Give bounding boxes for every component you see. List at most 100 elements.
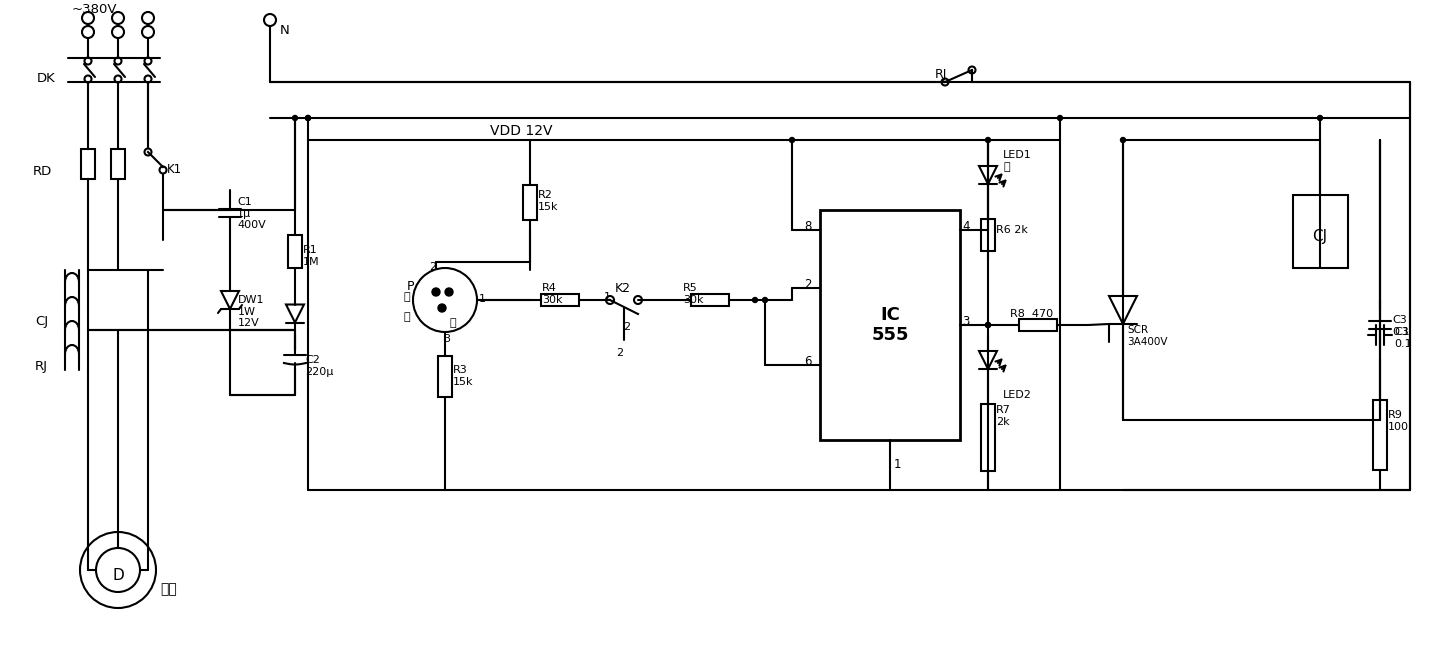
Text: 中: 中 [449,318,457,328]
Circle shape [82,26,93,38]
Text: 红: 红 [1002,162,1010,172]
Polygon shape [221,291,238,309]
Bar [981,219,995,251]
Text: R1
1M: R1 1M [303,245,320,267]
Text: R6 2k: R6 2k [997,225,1028,235]
Text: K1: K1 [167,163,182,176]
Polygon shape [286,305,304,323]
Circle shape [264,14,276,26]
Circle shape [1120,137,1126,143]
Bar [981,404,995,471]
Text: R9
100: R9 100 [1389,410,1409,432]
Circle shape [635,296,642,304]
Text: DW1
1W
12V: DW1 1W 12V [238,295,264,328]
Text: 1: 1 [605,292,610,302]
Text: R7
2k: R7 2k [997,405,1011,427]
Circle shape [752,297,758,303]
Text: SCR
3A400V: SCR 3A400V [1127,325,1167,347]
Bar [523,185,537,220]
Text: LED1: LED1 [1002,150,1031,160]
Text: 水泵: 水泵 [159,582,177,596]
Text: C1
1μ
400V: C1 1μ 400V [237,197,266,230]
Circle shape [85,75,92,83]
Circle shape [115,75,122,83]
Polygon shape [979,166,997,184]
Bar [1292,195,1347,268]
Text: IC
555: IC 555 [872,305,909,344]
Polygon shape [979,351,997,369]
Text: 低: 低 [404,312,409,322]
Circle shape [80,532,157,608]
Text: 2: 2 [616,348,623,358]
Text: DK: DK [36,72,55,85]
Circle shape [293,115,297,121]
Circle shape [306,115,310,121]
Circle shape [985,323,991,327]
Text: RJ: RJ [34,360,47,373]
Circle shape [1057,115,1063,121]
Text: C3
0.1: C3 0.1 [1391,315,1410,337]
Text: P: P [406,280,415,293]
Circle shape [414,268,477,332]
Text: 2: 2 [804,278,811,291]
Bar [541,294,579,306]
Bar [691,294,729,306]
Circle shape [763,297,767,303]
Text: RJ: RJ [935,68,948,81]
Text: 8: 8 [804,220,811,233]
Text: 4: 4 [962,220,969,233]
Circle shape [306,115,310,121]
Text: K2: K2 [615,282,630,295]
Bar [289,235,302,268]
Text: 3: 3 [962,315,969,328]
Text: D: D [112,568,123,584]
Bar [1373,400,1387,470]
Circle shape [145,57,152,65]
Text: R8  470: R8 470 [1010,309,1053,319]
Text: VDD 12V: VDD 12V [490,124,553,138]
Circle shape [1317,115,1323,121]
Circle shape [432,288,439,296]
Text: 3: 3 [442,334,449,344]
Circle shape [145,149,152,155]
Circle shape [790,137,794,143]
Circle shape [606,296,615,304]
Circle shape [145,75,152,83]
Text: RD: RD [33,165,52,178]
Circle shape [85,57,92,65]
Text: C2
220μ: C2 220μ [304,355,333,377]
Circle shape [82,12,93,24]
Bar [820,210,961,440]
Text: 1: 1 [895,458,902,471]
Bar [111,149,125,179]
Text: N: N [280,24,290,37]
Text: 6: 6 [804,355,811,368]
Text: LED2: LED2 [1002,390,1032,400]
Polygon shape [1109,296,1137,324]
Text: CJ: CJ [34,315,47,328]
Bar [1018,319,1057,331]
Circle shape [985,323,991,327]
Circle shape [115,57,122,65]
Text: CJ: CJ [1313,229,1327,244]
Bar [80,149,95,179]
Text: 高: 高 [404,292,409,302]
Text: R4
30k: R4 30k [541,283,563,305]
Bar [438,356,452,397]
Text: 2: 2 [429,262,437,272]
Circle shape [112,26,123,38]
Circle shape [142,12,154,24]
Circle shape [159,167,167,173]
Text: 1: 1 [480,294,485,304]
Circle shape [445,288,452,296]
Circle shape [438,304,447,312]
Circle shape [112,12,123,24]
Text: ~380V: ~380V [72,3,118,16]
Text: R5
30k: R5 30k [684,283,704,305]
Circle shape [968,67,975,73]
Circle shape [942,79,949,85]
Text: C3
0.1: C3 0.1 [1394,327,1412,349]
Circle shape [96,548,139,592]
Circle shape [985,137,991,143]
Circle shape [142,26,154,38]
